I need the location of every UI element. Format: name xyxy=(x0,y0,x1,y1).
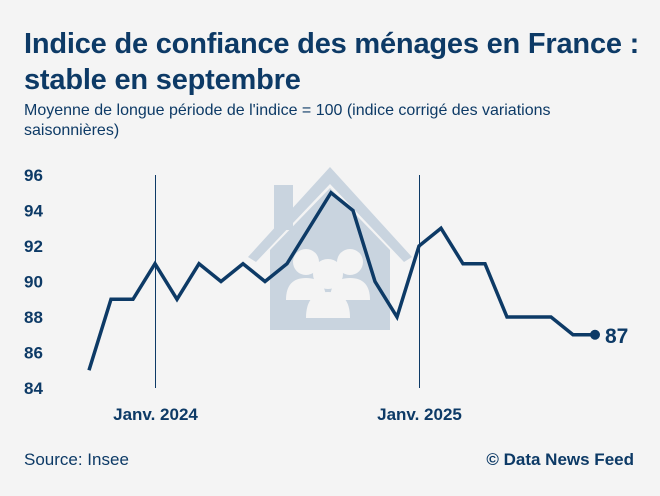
last-point xyxy=(590,329,600,340)
reference-lines xyxy=(155,175,420,388)
y-tick-label: 92 xyxy=(24,237,43,256)
source-note: Source: Insee xyxy=(24,450,129,469)
y-tick-label: 90 xyxy=(24,273,43,292)
series-layer: 87 xyxy=(87,190,628,371)
y-tick-label: 86 xyxy=(24,344,43,363)
line-chart: 84 86 88 90 92 94 96 Janv. 2024 Janv. 2025 87 xyxy=(24,166,628,424)
y-tick-label: 94 xyxy=(24,202,43,221)
last-value-label: 87 xyxy=(605,325,628,348)
y-tick-label: 96 xyxy=(24,166,43,185)
y-tick-label: 88 xyxy=(24,308,43,327)
series-line xyxy=(87,190,595,371)
house-family-icon xyxy=(248,167,412,330)
y-tick-label: 84 xyxy=(24,379,43,398)
chart-subtitle: Moyenne de longue période de l'indice = … xyxy=(24,102,551,139)
chart-title: Indice de confiance des ménages en Franc… xyxy=(24,28,640,96)
x-tick-label: Janv. 2024 xyxy=(113,405,198,424)
x-tick-label: Janv. 2025 xyxy=(377,405,462,424)
credit-label: © Data News Feed xyxy=(486,450,634,469)
y-axis: 84 86 88 90 92 94 96 xyxy=(24,166,43,398)
x-axis: Janv. 2024 Janv. 2025 xyxy=(113,405,462,424)
